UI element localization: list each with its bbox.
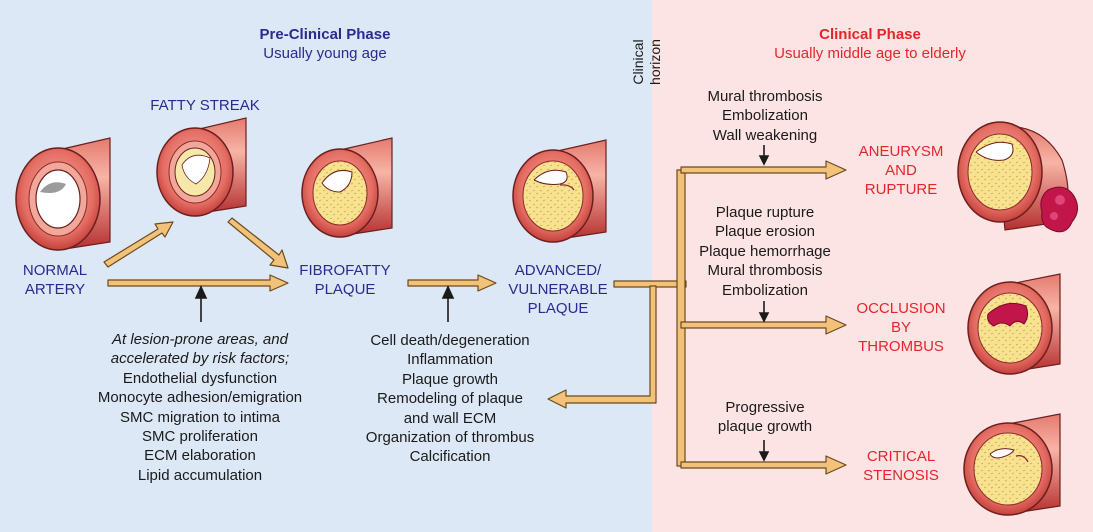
advanced-line-3: PLAQUE [527, 300, 589, 317]
fibrofatty-plaque-label: FIBROFATTY PLAQUE [290, 261, 400, 299]
arrow-occlusion-causes-down [758, 301, 770, 323]
progression-item: and wall ECM [403, 409, 497, 427]
arrow-fatty-to-fibrofatty [227, 217, 289, 269]
aneurysm-cause: Mural thrombosis [707, 88, 823, 105]
occlusion-thrombus-illustration [967, 273, 1061, 375]
aneurysm-line-1: ANEURYSM [858, 143, 944, 160]
aneurysm-label: ANEURYSM AND RUPTURE [846, 142, 956, 199]
risk-item: SMC proliferation [142, 428, 258, 446]
occlusion-cause: Mural thrombosis [707, 262, 823, 280]
occlusion-causes-list: Plaque rupture Plaque erosion Plaque hem… [685, 203, 845, 300]
fibrofatty-line-2: PLAQUE [314, 281, 376, 298]
aneurysm-rupture-illustration [957, 121, 1078, 233]
progression-item: Plaque growth [402, 370, 498, 388]
arrow-progression-up [441, 285, 455, 322]
occlusion-line-3: THROMBUS [858, 338, 944, 355]
progression-item: Remodeling of plaque [377, 390, 523, 408]
occlusion-cause: Plaque hemorrhage [699, 242, 831, 260]
aneurysm-causes-list: Mural thrombosis Embolization Wall weake… [690, 87, 840, 145]
critical-stenosis-illustration [963, 413, 1061, 516]
arrow-normal-to-fatty [103, 221, 174, 268]
fatty-streak-label: FATTY STREAK [150, 97, 260, 114]
risk-factors-list: At lesion-prone areas, and accelerated b… [70, 330, 330, 485]
clinical-horizon-line-2: horizon [647, 39, 663, 85]
clinical-title: Clinical Phase [819, 26, 921, 43]
stenosis-line-2: STENOSIS [863, 467, 939, 484]
aneurysm-line-3: RUPTURE [864, 181, 938, 198]
arrow-stenosis-causes-down [758, 440, 770, 462]
clinical-horizon-label: Clinical horizon [630, 28, 670, 96]
progression-item: Calcification [409, 448, 491, 466]
risk-item: Monocyte adhesion/emigration [97, 389, 303, 407]
arrow-fibrofatty-to-advanced [407, 274, 497, 292]
progression-item: Inflammation [407, 351, 493, 369]
risk-item: SMC migration to intima [119, 408, 281, 426]
aneurysm-cause: Embolization [722, 107, 808, 125]
arrow-to-occlusion [680, 315, 847, 335]
advanced-plaque-label: ADVANCED/ VULNERABLE PLAQUE [500, 261, 616, 318]
normal-artery-label: NORMAL ARTERY [10, 261, 100, 299]
arrow-aneurysm-causes-down [758, 145, 770, 166]
fibrofatty-line-1: FIBROFATTY [299, 262, 391, 279]
arrow-advanced-branch [613, 280, 687, 288]
occlusion-cause: Plaque rupture [715, 204, 815, 221]
risk-item: ECM elaboration [144, 447, 256, 465]
clinical-horizon-line-1: Clinical [630, 39, 646, 85]
arrow-normal-to-fibrofatty [107, 274, 289, 292]
advanced-plaque-illustration [512, 139, 607, 243]
arrow-to-stenosis [680, 455, 847, 475]
occlusion-line-1: OCCLUSION [856, 300, 946, 317]
fibrofatty-plaque-illustration [301, 137, 393, 238]
occlusion-cause: Plaque erosion [714, 223, 816, 241]
normal-artery-line-1: NORMAL [22, 262, 88, 279]
stenosis-cause: Progressive [725, 399, 805, 416]
progression-item: Organization of thrombus [365, 429, 535, 447]
occlusion-line-2: BY [890, 319, 911, 336]
clinical-subtitle: Usually middle age to elderly [774, 45, 966, 62]
arrow-to-aneurysm [680, 160, 847, 180]
normal-artery-line-2: ARTERY [24, 281, 86, 298]
stenosis-causes-list: Progressive plaque growth [700, 398, 830, 437]
advanced-line-1: ADVANCED/ [514, 262, 602, 279]
stenosis-label: CRITICAL STENOSIS [846, 447, 956, 485]
risk-item: Endothelial dysfunction [122, 369, 278, 387]
pre-clinical-title: Pre-Clinical Phase [259, 26, 391, 43]
arrow-branch-trunk [676, 169, 686, 467]
occlusion-label: OCCLUSION BY THROMBUS [846, 299, 956, 356]
advanced-line-2: VULNERABLE [508, 281, 608, 298]
arrow-risk-factors-up [194, 285, 208, 322]
pre-clinical-subtitle: Usually young age [263, 45, 387, 62]
arrow-feedback-loop [547, 285, 657, 409]
risk-item: Lipid accumulation [137, 466, 263, 484]
progression-item: Cell death/degeneration [370, 332, 530, 349]
risk-intro-line-2: accelerated by risk factors; [110, 350, 290, 368]
normal-artery-illustration [15, 137, 111, 251]
fatty-streak-illustration [156, 117, 247, 217]
progression-factors-list: Cell death/degeneration Inflammation Pla… [345, 331, 555, 467]
stenosis-line-1: CRITICAL [866, 448, 936, 465]
stenosis-cause: plaque growth [717, 418, 813, 436]
aneurysm-cause: Wall weakening [712, 126, 818, 144]
occlusion-cause: Embolization [722, 281, 808, 299]
risk-intro-line-1: At lesion-prone areas, and [112, 331, 288, 348]
aneurysm-line-2: AND [885, 162, 917, 179]
